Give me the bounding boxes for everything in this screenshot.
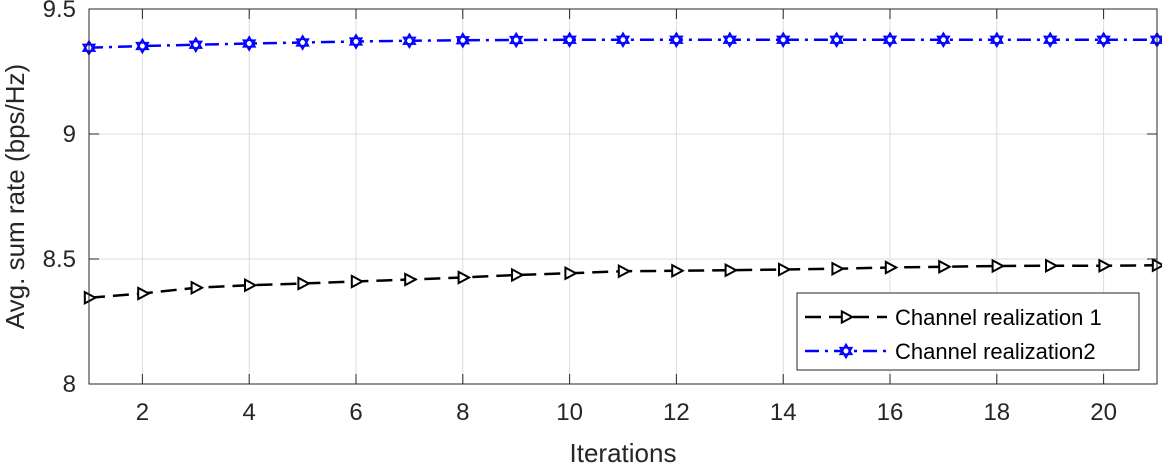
marker-hexagram-down <box>242 39 257 52</box>
x-tick-label: 4 <box>243 399 256 426</box>
marker-triangle <box>1098 258 1113 274</box>
marker-hexagram-down <box>562 35 577 49</box>
marker-hexagram-down <box>989 35 1004 49</box>
x-tick-label: 12 <box>663 399 690 426</box>
marker-triangle <box>831 261 846 277</box>
y-tick-label: 9 <box>63 121 76 148</box>
marker-hexagram-down <box>509 35 524 49</box>
tick-layer: 2 4 6 8 10 12 14 16 18 20 8 8.5 9 9.5 <box>43 0 1157 426</box>
marker-hexagram-down <box>1096 35 1111 49</box>
marker-hexagram <box>936 31 951 49</box>
marker-hexagram <box>829 31 844 49</box>
x-tick-label: 8 <box>456 399 469 426</box>
x-tick-label: 6 <box>349 399 362 426</box>
marker-hexagram <box>188 36 203 54</box>
marker-hexagram-down <box>348 37 364 50</box>
marker-hexagram <box>348 33 364 50</box>
legend-item-1: Channel realization 1 <box>805 305 1102 330</box>
marker-hexagram-down <box>776 35 791 49</box>
x-tick-label: 16 <box>877 399 904 426</box>
marker-hexagram <box>882 31 898 49</box>
marker-hexagram <box>1043 31 1058 49</box>
marker-hexagram <box>242 35 257 52</box>
series-1 <box>83 257 1162 306</box>
plot-frame <box>88 8 1158 385</box>
marker-hexagram <box>135 37 150 55</box>
marker-hexagram <box>615 31 631 49</box>
marker-hexagram-down <box>669 35 684 49</box>
marker-hexagram <box>838 342 854 360</box>
x-tick-label: 14 <box>770 399 797 426</box>
marker-triangle <box>991 258 1006 274</box>
marker-hexagram-down <box>135 41 150 55</box>
marker-triangle <box>938 259 952 275</box>
marker-hexagram <box>295 34 310 51</box>
marker-triangle <box>778 262 792 277</box>
legend-label: Channel realization2 <box>895 339 1096 364</box>
marker-hexagram-down <box>1043 35 1058 49</box>
marker-hexagram <box>509 31 524 49</box>
x-tick-label: 10 <box>556 399 583 426</box>
marker-hexagram <box>989 31 1004 49</box>
marker-triangle <box>297 276 312 291</box>
marker-triangle <box>137 286 151 301</box>
marker-triangle <box>884 260 899 275</box>
x-tick-label: 18 <box>983 399 1010 426</box>
marker-hexagram-down <box>882 35 898 49</box>
y-axis-label: Avg. sum rate (bps/Hz) <box>0 64 30 329</box>
marker-triangle <box>840 309 855 325</box>
marker-hexagram-down <box>455 36 470 49</box>
marker-triangle <box>404 272 418 287</box>
marker-hexagram-down <box>188 40 203 54</box>
marker-triangle <box>564 265 579 281</box>
x-tick-label: 2 <box>136 399 149 426</box>
legend-box <box>796 292 1140 371</box>
marker-hexagram <box>776 31 791 49</box>
marker-hexagram-down <box>295 38 310 51</box>
marker-hexagram <box>562 31 577 49</box>
marker-hexagram <box>669 31 684 49</box>
legend: Channel realization 1 Channel realization… <box>796 292 1140 371</box>
marker-hexagram <box>455 31 470 49</box>
y-tick-label: 8.5 <box>43 246 76 273</box>
marker-hexagram <box>402 32 417 50</box>
legend-item-2: Channel realization2 <box>805 339 1096 364</box>
marker-triangle <box>724 262 739 278</box>
marker-triangle <box>190 280 205 296</box>
marker-triangle <box>83 290 98 306</box>
marker-triangle <box>511 267 525 283</box>
marker-hexagram-down <box>829 35 844 49</box>
marker-hexagram <box>722 31 737 49</box>
marker-hexagram-down <box>838 346 854 360</box>
y-tick-label: 8 <box>63 371 76 398</box>
x-tick-label: 20 <box>1090 399 1117 426</box>
marker-triangle <box>244 277 258 293</box>
marker-triangle <box>1045 258 1059 274</box>
marker-triangle <box>350 274 365 289</box>
marker-hexagram-down <box>402 36 417 50</box>
marker-triangle <box>457 270 472 285</box>
y-tick-label: 9.5 <box>43 0 76 23</box>
x-axis-label: Iterations <box>570 438 677 468</box>
marker-hexagram-down <box>722 35 737 49</box>
marker-triangle <box>617 263 632 279</box>
marker-hexagram-down <box>936 35 951 49</box>
marker-triangle <box>671 263 685 279</box>
marker-hexagram <box>1096 31 1111 49</box>
marker-hexagram-down <box>615 35 631 49</box>
legend-label: Channel realization 1 <box>895 305 1102 330</box>
